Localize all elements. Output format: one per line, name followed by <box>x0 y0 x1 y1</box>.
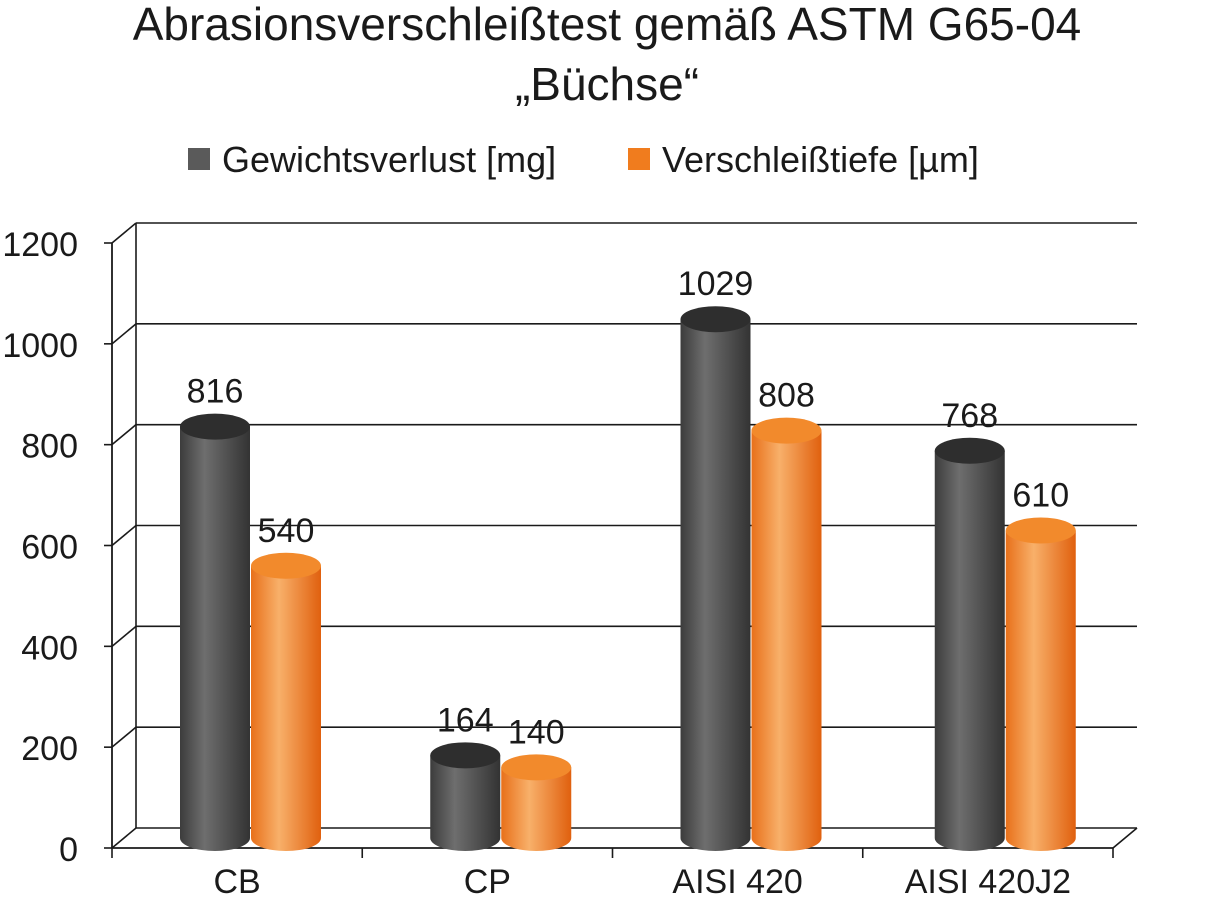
data-label: 540 <box>258 512 315 550</box>
bar-cap <box>180 413 250 440</box>
gridline-diag <box>111 524 137 547</box>
bar-body <box>430 755 501 851</box>
bar-body <box>680 319 751 851</box>
bar <box>1005 517 1076 851</box>
legend: Gewichtsverlust [mg] Verschleißtiefe [µm… <box>188 139 979 180</box>
y-tick-label: 0 <box>59 831 78 869</box>
gridline-diag <box>111 222 137 244</box>
data-label: 140 <box>508 713 565 751</box>
y-tick-label: 1200 <box>2 226 78 264</box>
bar-cap <box>680 306 751 333</box>
bar-cap <box>751 417 822 444</box>
data-label: 816 <box>187 373 244 411</box>
bar-cap <box>430 742 501 769</box>
bar-cap <box>934 437 1005 464</box>
y-tick-label: 800 <box>21 428 78 466</box>
legend-label-gewichtsverlust: Gewichtsverlust [mg] <box>222 139 556 180</box>
x-tick-label: AISI 420J2 <box>905 863 1071 900</box>
floor-right-edge <box>1112 827 1138 849</box>
legend-swatch-gewichtsverlust <box>188 148 210 170</box>
legend-label-verschleisstiefe: Verschleißtiefe [µm] <box>662 139 979 180</box>
bar-cap <box>1005 517 1076 544</box>
gridline-diag <box>111 625 137 647</box>
gridline-diag <box>111 726 137 748</box>
bar <box>680 306 751 851</box>
bar-body <box>501 767 572 851</box>
bar-cap <box>251 552 321 579</box>
y-tick-label: 1000 <box>2 327 78 365</box>
x-tick-label: CP <box>464 863 511 900</box>
bar-cap <box>501 754 572 781</box>
bar-body <box>934 450 1005 851</box>
bar <box>501 754 572 851</box>
bar-body <box>1005 530 1076 851</box>
x-tick-label: CB <box>214 863 261 900</box>
chart-title: Abrasionsverschleißtest gemäß ASTM G65-0… <box>133 0 1081 50</box>
data-label: 768 <box>941 397 998 435</box>
chart-subtitle: „Büchse“ <box>515 58 699 110</box>
bar-body <box>180 426 250 851</box>
x-tick-label: AISI 420 <box>672 863 802 900</box>
bars: 816 540 164 140 1029 808 768 610 <box>180 265 1076 851</box>
bar <box>430 742 501 851</box>
bar-body <box>251 565 321 851</box>
gridline-diag <box>111 424 137 446</box>
y-tick-label: 400 <box>21 629 78 667</box>
y-tick-label: 600 <box>21 529 78 567</box>
bar <box>180 413 250 851</box>
data-label: 610 <box>1012 476 1069 514</box>
gridline-diag <box>111 827 137 849</box>
bar <box>751 417 822 851</box>
bar <box>251 552 321 851</box>
y-tick-label: 200 <box>21 730 78 768</box>
data-label: 164 <box>437 701 494 739</box>
bar <box>934 437 1005 851</box>
bar-body <box>751 430 822 851</box>
gridline-diag <box>111 323 137 345</box>
legend-swatch-verschleisstiefe <box>628 148 650 170</box>
data-label: 1029 <box>678 265 754 303</box>
data-label: 808 <box>758 377 815 415</box>
